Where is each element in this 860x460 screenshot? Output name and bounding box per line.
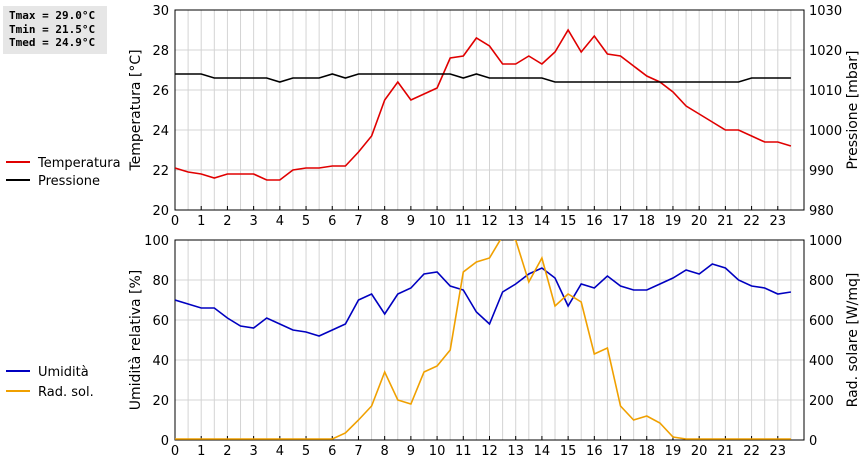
x-tick-label: 4	[276, 214, 284, 229]
x-tick-label: 9	[407, 214, 415, 229]
x-tick-label: 20	[691, 214, 708, 229]
x-tick-label: 23	[770, 444, 787, 459]
x-tick-label: 13	[507, 214, 524, 229]
x-tick-label: 17	[612, 444, 629, 459]
x-tick-label: 19	[665, 214, 682, 229]
x-tick-label: 23	[770, 214, 787, 229]
tmax-label: Tmax = 29.0°C	[9, 9, 96, 22]
x-tick-label: 3	[249, 444, 257, 459]
x-tick-label: 3	[249, 214, 257, 229]
legend-label-rad-sol: Rad. sol.	[38, 385, 94, 400]
x-tick-label: 10	[429, 444, 446, 459]
tmed-label: Tmed = 24.9°C	[9, 36, 96, 49]
y-right-tick-label: 990	[809, 164, 834, 179]
y-left-tick-label: 0	[161, 434, 169, 449]
x-tick-label: 16	[586, 444, 603, 459]
x-tick-label: 2	[223, 214, 231, 229]
x-tick-label: 21	[717, 214, 734, 229]
y-left-axis-label: Temperatura [°C]	[128, 49, 144, 171]
y-right-tick-label: 1000	[809, 124, 842, 139]
y-left-tick-label: 26	[152, 84, 169, 99]
y-left-tick-label: 20	[152, 394, 169, 409]
x-tick-label: 6	[328, 444, 336, 459]
y-right-tick-label: 600	[809, 314, 834, 329]
legend-label-temperatura: Temperatura	[37, 156, 121, 171]
x-tick-label: 12	[481, 444, 498, 459]
x-tick-label: 5	[302, 444, 310, 459]
y-right-tick-label: 800	[809, 274, 834, 289]
x-tick-label: 20	[691, 444, 708, 459]
x-tick-label: 15	[560, 444, 577, 459]
series-line-pressione	[175, 73, 791, 83]
x-tick-label: 14	[534, 444, 551, 459]
x-tick-label: 17	[612, 214, 629, 229]
y-right-tick-label: 1030	[809, 4, 842, 19]
tmin-label: Tmin = 21.5°C	[9, 22, 96, 36]
y-right-tick-label: 980	[809, 204, 834, 219]
y-left-tick-label: 30	[152, 4, 169, 19]
x-tick-label: 9	[407, 444, 415, 459]
x-tick-label: 4	[276, 444, 284, 459]
series-line-temperatura	[175, 28, 792, 181]
y-left-tick-label: 22	[152, 164, 169, 179]
x-tick-label: 15	[560, 214, 577, 229]
y-right-tick-label: 200	[809, 394, 834, 409]
x-tick-label: 18	[638, 444, 655, 459]
x-tick-label: 12	[481, 214, 498, 229]
y-left-tick-label: 28	[152, 44, 169, 59]
x-tick-label: 0	[171, 444, 179, 459]
y-left-tick-label: 60	[152, 314, 169, 329]
x-tick-label: 1	[197, 444, 205, 459]
x-tick-label: 11	[455, 214, 472, 229]
series-line-umidit	[175, 263, 792, 337]
x-tick-label: 6	[328, 214, 336, 229]
series-line-rad-sol	[175, 240, 791, 440]
y-right-tick-label: 1020	[809, 44, 842, 59]
x-tick-label: 22	[743, 214, 760, 229]
x-tick-label: 5	[302, 214, 310, 229]
x-tick-label: 7	[354, 214, 362, 229]
x-tick-label: 2	[223, 444, 231, 459]
y-left-tick-label: 40	[152, 354, 169, 369]
y-right-tick-label: 1000	[809, 234, 842, 249]
y-left-tick-label: 20	[152, 204, 169, 219]
x-tick-label: 18	[638, 214, 655, 229]
legend-label-pressione: Pressione	[38, 174, 100, 189]
x-tick-label: 8	[381, 444, 389, 459]
x-tick-label: 14	[534, 214, 551, 229]
y-right-tick-label: 400	[809, 354, 834, 369]
y-left-axis-label: Umidità relativa [%]	[128, 270, 144, 411]
x-tick-label: 13	[507, 444, 524, 459]
y-left-tick-label: 24	[152, 124, 169, 139]
x-tick-label: 10	[429, 214, 446, 229]
x-tick-label: 11	[455, 444, 472, 459]
x-tick-label: 1	[197, 214, 205, 229]
x-tick-label: 7	[354, 444, 362, 459]
x-tick-label: 8	[381, 214, 389, 229]
y-right-tick-label: 0	[809, 434, 817, 449]
x-tick-label: 21	[717, 444, 734, 459]
legend-label-umidit: Umidità	[38, 365, 89, 380]
x-tick-label: 16	[586, 214, 603, 229]
y-right-tick-label: 1010	[809, 84, 842, 99]
x-tick-label: 22	[743, 444, 760, 459]
x-tick-label: 19	[665, 444, 682, 459]
y-right-axis-label: Rad. solare [W/mq]	[845, 273, 860, 408]
y-left-tick-label: 100	[144, 234, 169, 249]
stats-box: Tmax = 29.0°C Tmin = 21.5°C Tmed = 24.9°…	[3, 6, 107, 54]
y-right-axis-label: Pressione [mbar]	[845, 50, 860, 169]
y-left-tick-label: 80	[152, 274, 169, 289]
x-tick-label: 0	[171, 214, 179, 229]
